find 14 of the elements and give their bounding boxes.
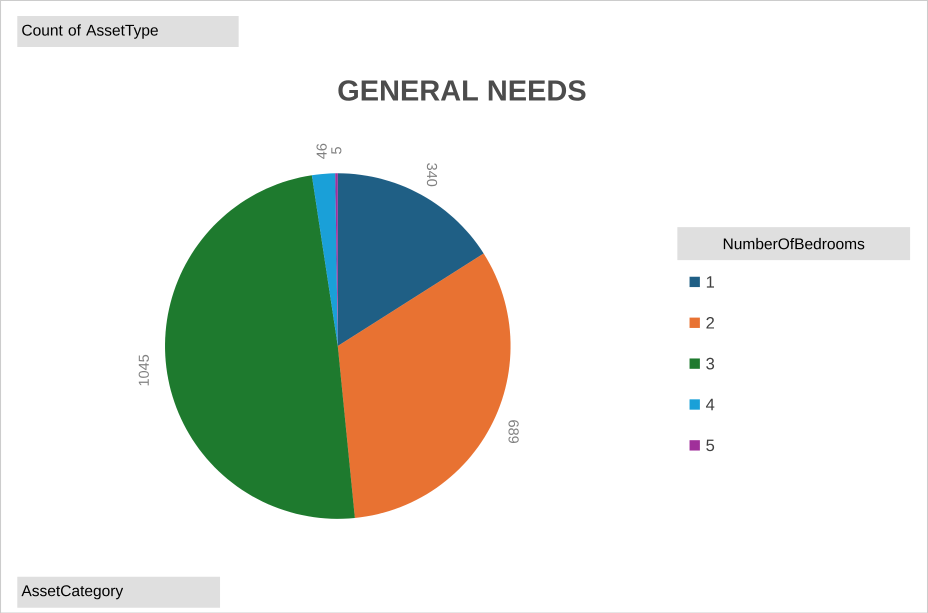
legend-title: NumberOfBedrooms	[724, 238, 864, 250]
data-label: 5	[331, 146, 342, 154]
data-label: 689	[508, 420, 519, 443]
data-label: 340	[426, 162, 438, 186]
legend-label: 1	[706, 276, 714, 288]
legend-label: 5	[706, 439, 714, 451]
data-label: 1045	[138, 354, 149, 386]
chart-title: GENERAL NEEDS	[338, 80, 586, 101]
text: Count of AssetType	[22, 24, 158, 39]
data-label: 46	[316, 144, 327, 159]
text: AssetCategory	[21, 585, 124, 600]
legend-label: 2	[706, 316, 714, 328]
legend-label: 4	[706, 398, 714, 410]
legend-label: 3	[706, 358, 714, 370]
